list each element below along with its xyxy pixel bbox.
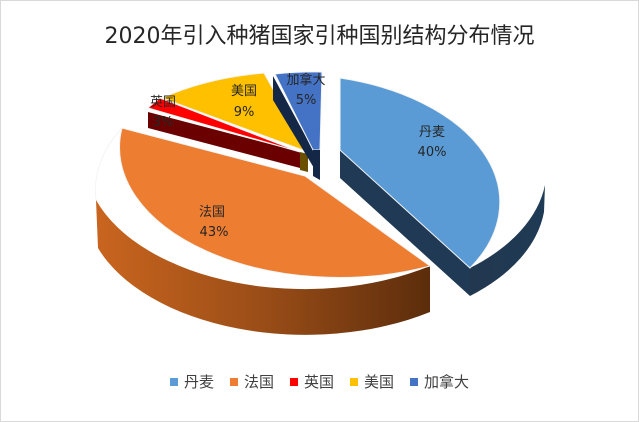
legend-label: 加拿大 (424, 373, 470, 391)
label-france-pct: 43% (200, 225, 229, 240)
label-denmark-pct: 40% (418, 145, 447, 160)
label-usa-pct: 9% (234, 105, 255, 120)
chart-title: 2020年引入种猪国家引种国别结构分布情况 (104, 24, 535, 49)
legend-label: 法国 (243, 373, 274, 391)
legend-swatch-icon (229, 377, 238, 386)
label-canada-name: 加拿大 (286, 72, 325, 88)
chart-legend: 丹麦 法国 英国 美国 加拿大 (0, 371, 639, 392)
legend-swatch-icon (289, 377, 298, 386)
slice-usa[interactable] (160, 72, 310, 172)
label-france-name: 法国 (199, 205, 225, 220)
legend-item-canada[interactable]: 加拿大 (410, 371, 469, 392)
legend-label: 英国 (303, 373, 334, 391)
slice-denmark[interactable] (339, 77, 545, 296)
legend-swatch-icon (410, 377, 419, 386)
slice-uk[interactable] (147, 97, 301, 168)
legend-swatch-icon (169, 377, 178, 386)
legend-item-uk[interactable]: 英国 (289, 371, 334, 392)
legend-item-usa[interactable]: 美国 (350, 371, 394, 392)
slice-france[interactable] (94, 127, 432, 335)
legend-item-france[interactable]: 法国 (229, 371, 274, 392)
slice-canada[interactable] (273, 71, 323, 180)
legend-swatch-icon (350, 377, 358, 386)
label-uk-name: 英国 (150, 95, 176, 110)
label-denmark-name: 丹麦 (419, 125, 445, 140)
label-usa-name: 美国 (231, 84, 257, 99)
legend-label: 丹麦 (183, 373, 214, 391)
label-uk-pct: 3% (153, 115, 174, 130)
legend-label: 美国 (364, 373, 395, 391)
label-canada-pct: 5% (296, 93, 317, 108)
legend-item-denmark[interactable]: 丹麦 (169, 371, 214, 392)
